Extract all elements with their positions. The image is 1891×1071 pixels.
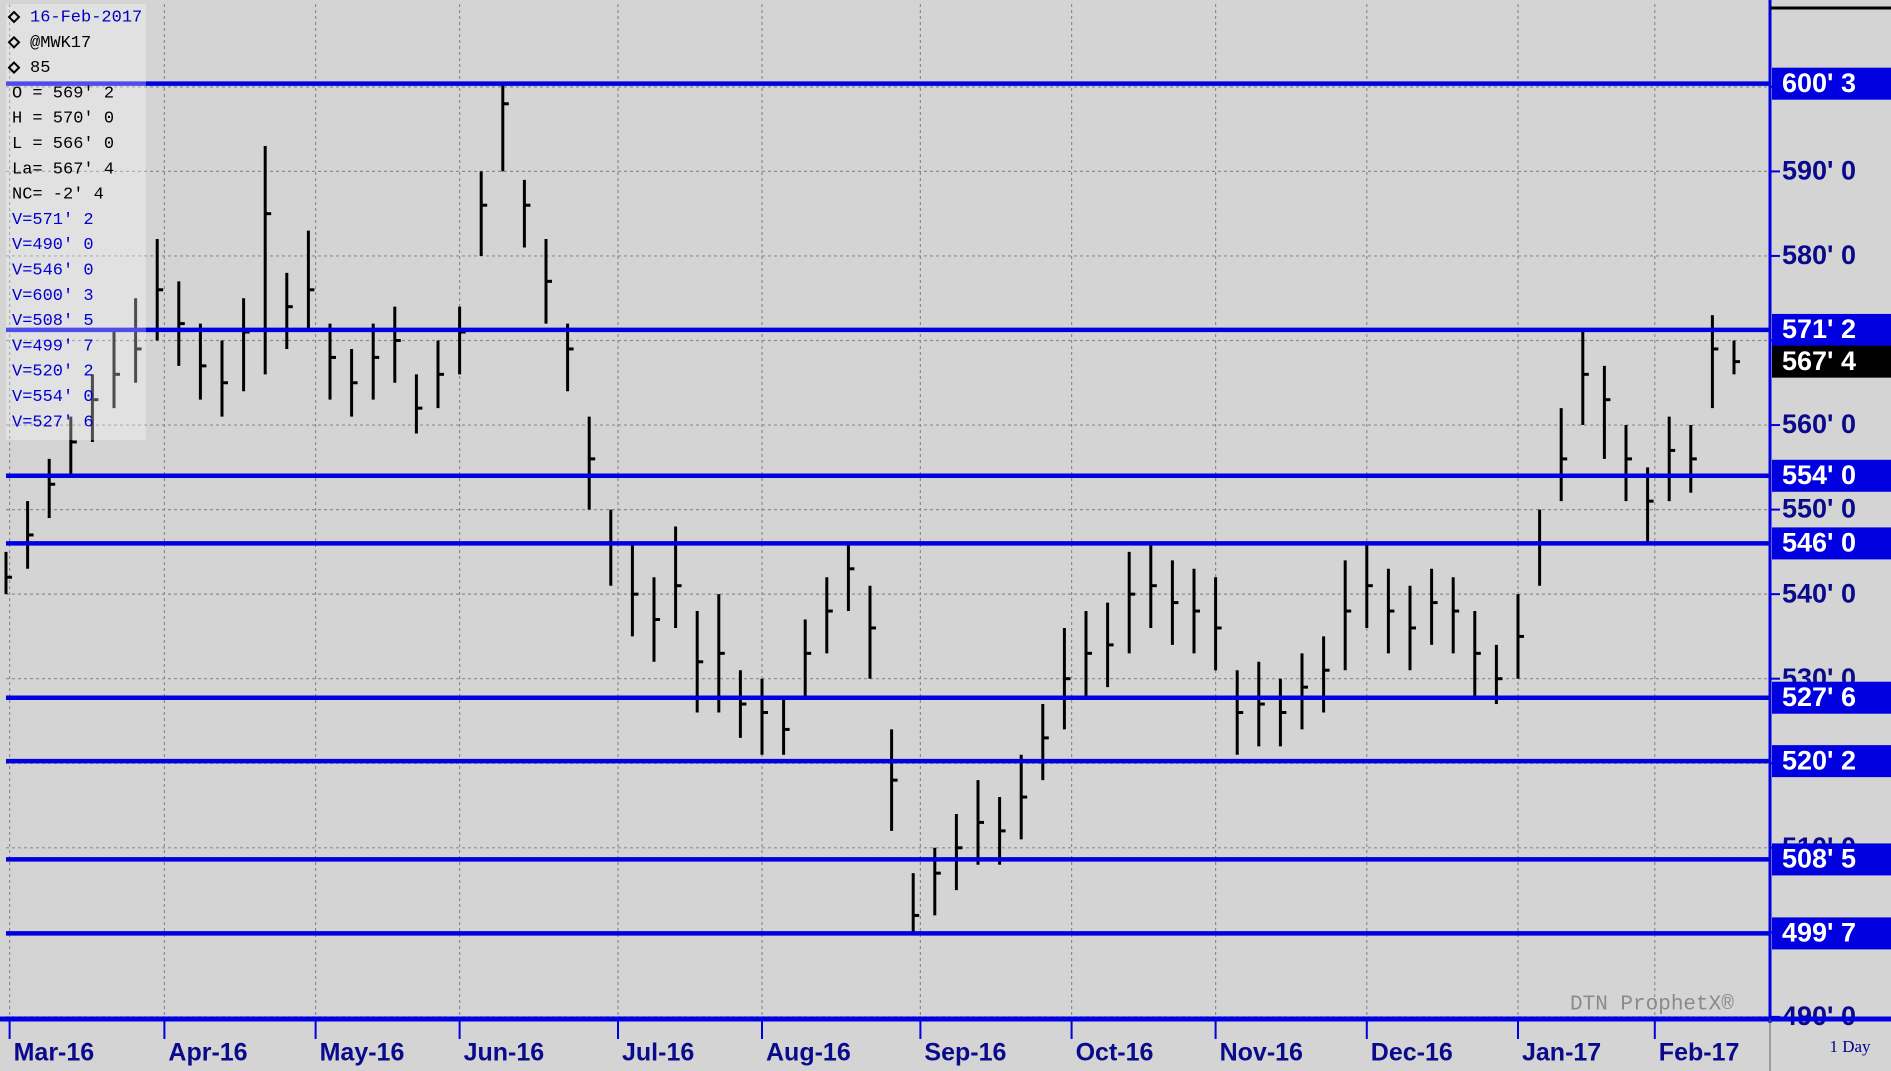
x-tick-label: Aug-16 — [766, 1039, 851, 1067]
info-date: 16-Feb-2017 — [30, 8, 142, 27]
info-quote: L = 566' 0 — [12, 135, 114, 154]
info-quote: La= 567' 4 — [12, 160, 114, 179]
level-box — [1772, 67, 1891, 100]
watermark: DTN ProphetX® — [1570, 994, 1734, 1017]
y-tick-label: 580' 0 — [1782, 240, 1856, 270]
info-level: V=508' 5 — [12, 312, 94, 331]
x-tick-label: Nov-16 — [1220, 1039, 1303, 1067]
last-price-label: 567' 4 — [1782, 346, 1856, 376]
x-tick-label: Feb-17 — [1659, 1039, 1740, 1067]
x-tick-label: Jul-16 — [622, 1039, 694, 1067]
level-label: 508' 5 — [1782, 844, 1856, 874]
level-box — [1772, 313, 1891, 346]
level-box — [1772, 527, 1891, 560]
level-box — [1772, 681, 1891, 714]
info-level: V=600' 3 — [12, 287, 94, 306]
x-tick-label: Apr-16 — [168, 1039, 247, 1067]
x-tick-label: Jan-17 — [1522, 1039, 1601, 1067]
x-tick-label: Sep-16 — [924, 1039, 1006, 1067]
info-period: 85 — [30, 59, 50, 78]
info-quote: NC= -2' 4 — [12, 186, 104, 205]
level-label: 571' 2 — [1782, 314, 1856, 344]
y-tick-label: 490' 0 — [1782, 1001, 1856, 1031]
info-level: V=554' 0 — [12, 388, 94, 407]
info-icon — [7, 35, 21, 49]
interval-label: 1 Day — [1829, 1037, 1871, 1056]
level-label: 546' 0 — [1782, 528, 1856, 558]
info-level: V=527' 6 — [12, 413, 94, 432]
last-price-box — [1772, 345, 1891, 378]
info-level: V=490' 0 — [12, 236, 94, 255]
info-icon — [7, 10, 21, 24]
y-tick-label: 560' 0 — [1782, 409, 1856, 439]
level-box — [1772, 843, 1891, 876]
info-level: V=520' 2 — [12, 363, 94, 382]
x-tick-label: Oct-16 — [1076, 1039, 1154, 1067]
info-level: V=571' 2 — [12, 211, 94, 230]
x-tick-label: May-16 — [320, 1039, 405, 1067]
level-label: 527' 6 — [1782, 682, 1856, 712]
level-label: 554' 0 — [1782, 460, 1856, 490]
level-box — [1772, 459, 1891, 492]
level-box — [1772, 917, 1891, 950]
y-tick-label: 590' 0 — [1782, 156, 1856, 186]
x-tick-label: Jun-16 — [464, 1039, 545, 1067]
y-tick-label: 540' 0 — [1782, 578, 1856, 608]
level-label: 600' 3 — [1782, 68, 1856, 98]
info-symbol: @MWK17 — [30, 34, 91, 53]
info-quote: H = 570' 0 — [12, 110, 114, 129]
level-label: 499' 7 — [1782, 918, 1856, 948]
x-tick-label: Dec-16 — [1371, 1039, 1453, 1067]
info-panel: 16-Feb-2017 @MWK17 85 O = 569' 2 H = 570' 0 L… — [6, 4, 146, 440]
x-tick-label: Mar-16 — [14, 1039, 95, 1067]
info-icon — [7, 61, 21, 75]
info-level: V=499' 7 — [12, 337, 94, 356]
level-label: 520' 2 — [1782, 745, 1856, 775]
info-panel-bg — [6, 4, 146, 440]
info-level: V=546' 0 — [12, 261, 94, 280]
info-quote: O = 569' 2 — [12, 84, 114, 103]
level-box — [1772, 745, 1891, 778]
y-tick-label: 550' 0 — [1782, 494, 1856, 524]
